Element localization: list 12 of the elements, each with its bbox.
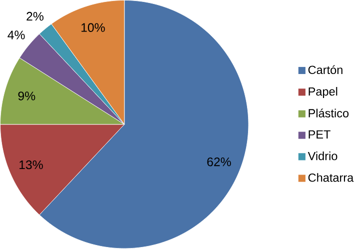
data-label: 9%: [18, 92, 36, 100]
data-label: 13%: [20, 160, 43, 170]
legend-label: Vidrio: [308, 152, 338, 160]
data-label: 2%: [26, 12, 44, 21]
legend-label: PET: [308, 130, 330, 139]
data-label: 62%: [207, 158, 231, 166]
data-label: 4%: [8, 30, 25, 40]
legend-label: Plástico: [308, 108, 349, 118]
data-label: 10%: [81, 23, 105, 32]
legend-label: Chatarra: [308, 173, 354, 182]
legend-label: Papel: [308, 87, 338, 98]
legend-label: Cartón: [308, 65, 342, 74]
